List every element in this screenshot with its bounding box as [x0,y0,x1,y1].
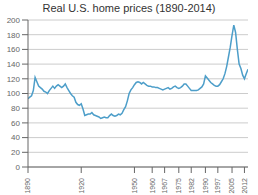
svg-text:100: 100 [8,89,21,98]
svg-text:120: 120 [8,75,21,84]
svg-text:1967: 1967 [161,178,168,194]
svg-text:1920: 1920 [78,178,85,194]
svg-text:1990: 1990 [202,178,209,194]
svg-text:1950: 1950 [131,178,138,194]
svg-text:60: 60 [11,119,20,128]
svg-text:1960: 1960 [149,178,156,194]
svg-text:80: 80 [11,104,20,113]
svg-text:160: 160 [8,45,21,54]
svg-text:200: 200 [8,16,21,25]
svg-text:180: 180 [8,31,21,40]
svg-text:140: 140 [8,60,21,69]
svg-text:20: 20 [11,148,20,157]
svg-text:1890: 1890 [24,178,31,194]
svg-text:0: 0 [16,163,21,172]
svg-text:1982: 1982 [188,178,195,194]
svg-text:1975: 1975 [175,178,182,194]
svg-text:1997: 1997 [214,178,221,194]
svg-text:40: 40 [11,133,20,142]
svg-text:2005: 2005 [228,178,235,194]
svg-text:2012: 2012 [241,178,248,194]
html-text:Real U.S. home prices (1890-20: Real U.S. home prices (1890-2014) [42,2,216,14]
